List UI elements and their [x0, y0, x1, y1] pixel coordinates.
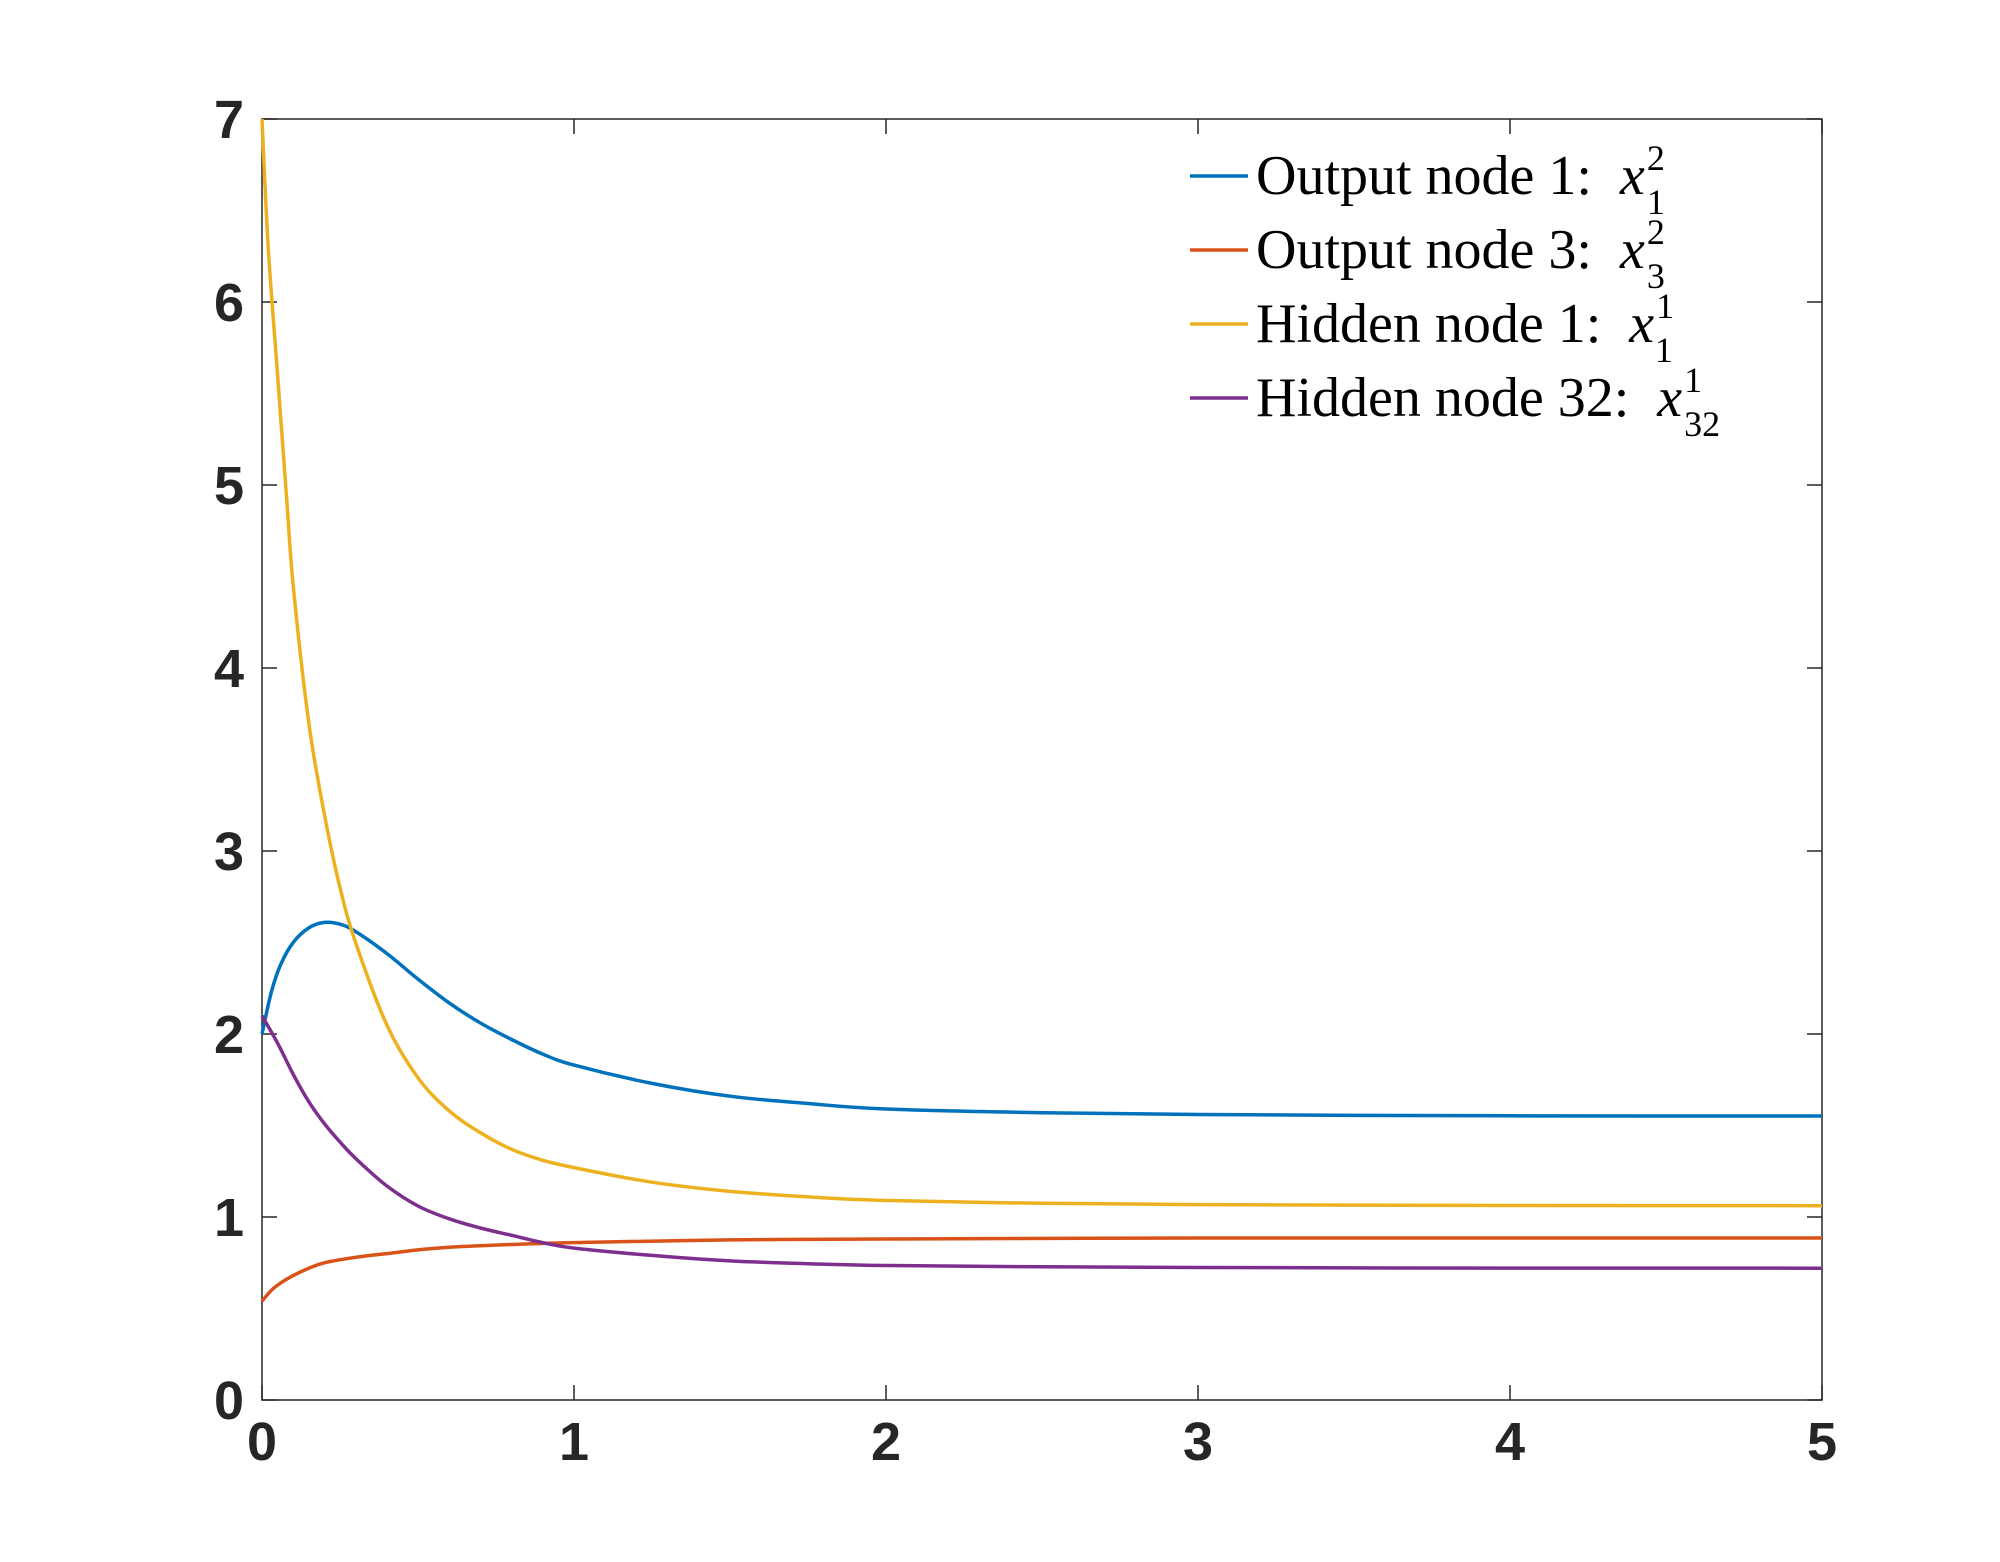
y-tick-label: 7 — [214, 90, 244, 150]
series-line-2 — [260, 1236, 1822, 1303]
series-lines — [260, 118, 1823, 1303]
y-tick-label: 1 — [214, 1188, 244, 1248]
series-line-4 — [260, 1014, 1823, 1270]
x-tick-label: 2 — [871, 1412, 901, 1472]
legend-entry-1: Output node 1: x2 1 — [1256, 138, 1665, 222]
legend-symbol: x — [1628, 293, 1654, 355]
legend-label: Hidden node 1: — [1256, 293, 1601, 355]
legend-label: Output node 3: — [1256, 219, 1592, 281]
legend-label: Output node 1: — [1256, 145, 1592, 207]
legend-symbol: x — [1619, 219, 1645, 281]
y-tick-label: 2 — [214, 1005, 244, 1065]
legend-label: Hidden node 32: — [1256, 367, 1629, 429]
legend-symbol: x — [1656, 367, 1682, 429]
x-tick-label: 3 — [1183, 1412, 1213, 1472]
axis-ticks — [261, 118, 1823, 1401]
y-tick-label: 5 — [214, 456, 244, 516]
y-tick-label: 0 — [214, 1371, 244, 1431]
x-tick-label: 0 — [247, 1412, 277, 1472]
x-tick-label: 1 — [559, 1412, 589, 1472]
legend-subscript: 3 — [1647, 256, 1665, 296]
legend-superscript: 2 — [1647, 138, 1665, 178]
legend-entry-3: Hidden node 1: x1 1 — [1256, 286, 1673, 370]
plot-area — [261, 118, 1823, 1401]
series-line-1 — [260, 920, 1822, 1118]
x-tick-label: 4 — [1495, 1412, 1525, 1472]
series-line-3 — [260, 118, 1823, 1208]
y-tick-label: 4 — [214, 639, 244, 699]
x-tick-label: 5 — [1807, 1412, 1837, 1472]
y-tick-labels: 0 1 2 3 4 5 6 7 — [214, 90, 244, 1431]
legend-subscript: 1 — [1647, 182, 1665, 222]
legend-subscript: 1 — [1655, 330, 1673, 370]
legend-entry-4: Hidden node 32: x1 32 — [1256, 360, 1720, 444]
legend-entry-2: Output node 3: x2 3 — [1256, 212, 1665, 296]
legend-symbol: x — [1619, 145, 1645, 207]
y-tick-label: 3 — [214, 822, 244, 882]
y-tick-label: 6 — [214, 273, 244, 333]
legend-superscript: 1 — [1684, 360, 1702, 400]
legend-subscript: 32 — [1684, 404, 1720, 444]
legend-superscript: 2 — [1647, 212, 1665, 252]
x-tick-labels: 0 1 2 3 4 5 — [247, 1412, 1837, 1472]
legend-superscript: 1 — [1656, 286, 1673, 326]
